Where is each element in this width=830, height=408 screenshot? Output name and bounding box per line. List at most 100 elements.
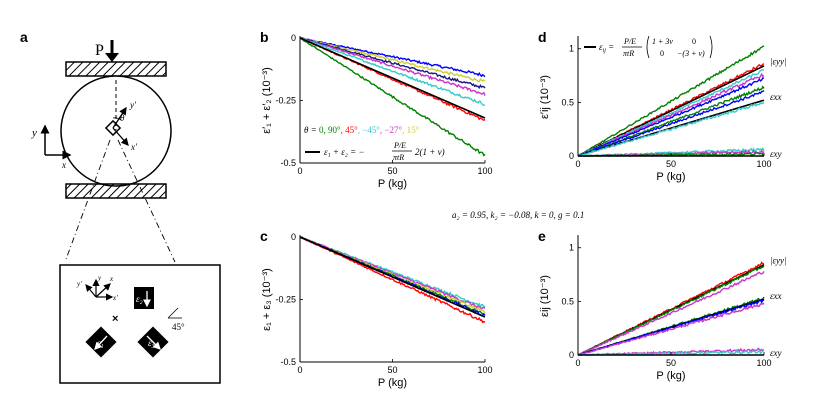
chart-e-series-2 xyxy=(578,265,765,356)
gauge-eps2: ε₂ xyxy=(134,287,154,309)
rosette-marker xyxy=(104,106,129,146)
zoom-label-y: y xyxy=(97,274,102,282)
chart-c-ytick-label-2: -0.5 xyxy=(280,357,296,367)
gauge-eps2-label: ε₂ xyxy=(136,294,143,304)
legend-d: εij = P/E πtR 1 + 3ν 0 0 −(3 + ν) xyxy=(584,35,713,59)
legend-d-paren-left xyxy=(646,35,650,59)
primed-x-arrow xyxy=(112,127,129,146)
zoom-line-right xyxy=(117,139,176,263)
legend-b-formula-rhs: 2(1 + ν) xyxy=(415,147,445,157)
chart-c-xtick-label-1: 50 xyxy=(387,365,397,375)
chart-b-series-0 xyxy=(299,37,486,78)
chart-c-xtick-label-0: 0 xyxy=(297,365,302,375)
chart-e-ylabel: εij (10⁻³) xyxy=(539,275,551,317)
chart-e-ytick-label-0: 0 xyxy=(569,350,574,360)
chart-b-xtick-label-0: 0 xyxy=(297,166,302,176)
zoom-axes xyxy=(85,278,114,301)
legend-b-entry-2: , −45° xyxy=(358,125,381,135)
chart-b-xtick-label-2: 100 xyxy=(477,166,492,176)
chart-b-series-3 xyxy=(299,37,486,96)
chart-b-series-1 xyxy=(299,37,486,83)
panel-label-b: b xyxy=(260,29,269,45)
chart-d-ylabel: ε′ij (10⁻³) xyxy=(539,75,551,119)
panel-label-d: d xyxy=(538,29,547,45)
angle-ray xyxy=(167,307,179,319)
chart-b-xtick-label-1: 50 xyxy=(387,166,397,176)
chart-d-ytick-label-1: 0.5 xyxy=(561,97,574,107)
legend-d-paren-right xyxy=(709,35,713,59)
chart-panel-b: b 0 50 100 0 -0.25 -0.5 P (kg) ε′₁ + ε′₂ (10⁻³) xyxy=(260,29,493,190)
zoom-line-left xyxy=(64,139,111,263)
axis-x-label: x xyxy=(61,160,66,170)
zoom-label-primed-x: x′ xyxy=(112,294,118,302)
chart-d-series-7 xyxy=(577,90,765,157)
legend-d-m21: 0 xyxy=(660,49,664,58)
chart-b-ytick-label-2: -0.5 xyxy=(280,158,296,168)
chart-c-ytick-label-0: 0 xyxy=(291,232,296,242)
legend-d-eq: = xyxy=(606,42,614,52)
chart-e-xtick-label-1: 50 xyxy=(666,358,676,368)
chart-b-ytick-label-1: -0.25 xyxy=(275,96,296,106)
axis-y-label: y xyxy=(31,127,37,139)
chart-e-xlabel: P (kg) xyxy=(656,370,685,382)
zoom-inset-box xyxy=(59,264,221,384)
chart-c-ytick-label-1: -0.25 xyxy=(275,295,296,305)
chart-d-series-0 xyxy=(577,45,765,157)
gauge-eps3-label: ε₃ xyxy=(148,338,155,348)
load-arrow-head xyxy=(105,53,119,62)
legend-b-entry-3: , −27° xyxy=(380,125,403,135)
legend-d-m12: 0 xyxy=(692,37,696,46)
chart-c-ylabel: ε₁ + ε₃ (10⁻³) xyxy=(261,268,273,331)
label-primed-y: y′ xyxy=(129,100,137,110)
chart-d-series-3 xyxy=(577,68,765,157)
chart-c-series-6 xyxy=(299,236,486,318)
legend-b-formula-den: πtR xyxy=(393,153,404,162)
chart-panel-d: d 0 50 100 0 0.5 1 P (kg) ε′ij (10⁻³) |εyy| εxx εxy xyxy=(538,29,786,183)
legend-d-lhs: εij = xyxy=(599,42,614,54)
chart-e-xtick-label-2: 100 xyxy=(756,358,771,368)
chart-d-series-5 xyxy=(577,77,765,157)
chart-c-series-5 xyxy=(300,236,486,324)
chart-b-series-7 xyxy=(299,37,486,119)
legend-d-eps: ε xyxy=(599,42,603,52)
panel-a-schematic: a P y′ x′ θ y x xyxy=(20,29,221,384)
load-label: P xyxy=(95,42,104,59)
panel-label-c: c xyxy=(260,228,268,244)
lower-platen xyxy=(65,183,167,199)
chart-b-series-6 xyxy=(299,37,486,157)
legend-b-entry-0: 0, 90° xyxy=(319,125,341,135)
chart-b-series-4 xyxy=(299,37,486,107)
chart-e-right-label-2: εxy xyxy=(770,348,782,358)
chart-d-xtick-label-1: 50 xyxy=(666,159,676,169)
angle-label: 45° xyxy=(172,322,185,332)
legend-d-m22: −(3 + ν) xyxy=(677,49,705,58)
chart-b-ylabel: ε′₁ + ε′₂ (10⁻³) xyxy=(261,67,273,134)
chart-e-ytick-label-1: 0.5 xyxy=(561,296,574,306)
legend-b: θ = 0, 90°, 45°, −45°, −27°, 15° ε₁ + ε₂… xyxy=(304,125,445,162)
upper-platen xyxy=(65,61,167,77)
chart-d-right-label-1: εxx xyxy=(770,92,782,102)
common-params: a₂ = 0.95, k₂ = −0.08, k = 0, g = 0.1 xyxy=(452,210,584,220)
chart-d-xlabel: P (kg) xyxy=(656,171,685,183)
zoom-label-x: x xyxy=(109,275,114,283)
chart-d-ytick-label-0: 0 xyxy=(569,151,574,161)
legend-b-entry-4: , 15° xyxy=(402,125,420,135)
chart-panel-e: e 0 50 100 0 0.5 1 P (kg) εij (10⁻³) |εyy| εxx εxy xyxy=(538,228,786,382)
chart-d-ytick-label-2: 1 xyxy=(569,44,574,54)
chart-b-xlabel: P (kg) xyxy=(378,178,407,190)
gauge-eps3: ε₃ xyxy=(137,326,169,358)
legend-b-entry-1: , 45° xyxy=(341,125,359,135)
chart-c-xlabel: P (kg) xyxy=(378,377,407,389)
legend-b-theta-line: θ = 0, 90°, 45°, −45°, −27°, 15° xyxy=(304,125,420,135)
legend-b-formula-num: P/E xyxy=(393,141,406,150)
chart-panel-c: c 0 50 100 0 -0.25 -0.5 P (kg) ε₁ + ε₃ (10⁻³) xyxy=(260,228,493,389)
chart-d-series-9 xyxy=(577,101,765,157)
center-cross: × xyxy=(112,313,118,325)
gauge-eps1: ε₁ xyxy=(85,326,117,358)
legend-b-theta-prefix: θ = xyxy=(304,125,319,135)
chart-d-right-label-2: εxy xyxy=(770,149,782,159)
panel-label-a: a xyxy=(20,29,28,45)
chart-c-xtick-label-2: 100 xyxy=(477,365,492,375)
chart-d-series-6 xyxy=(577,85,765,157)
chart-e-series-3 xyxy=(577,271,765,356)
